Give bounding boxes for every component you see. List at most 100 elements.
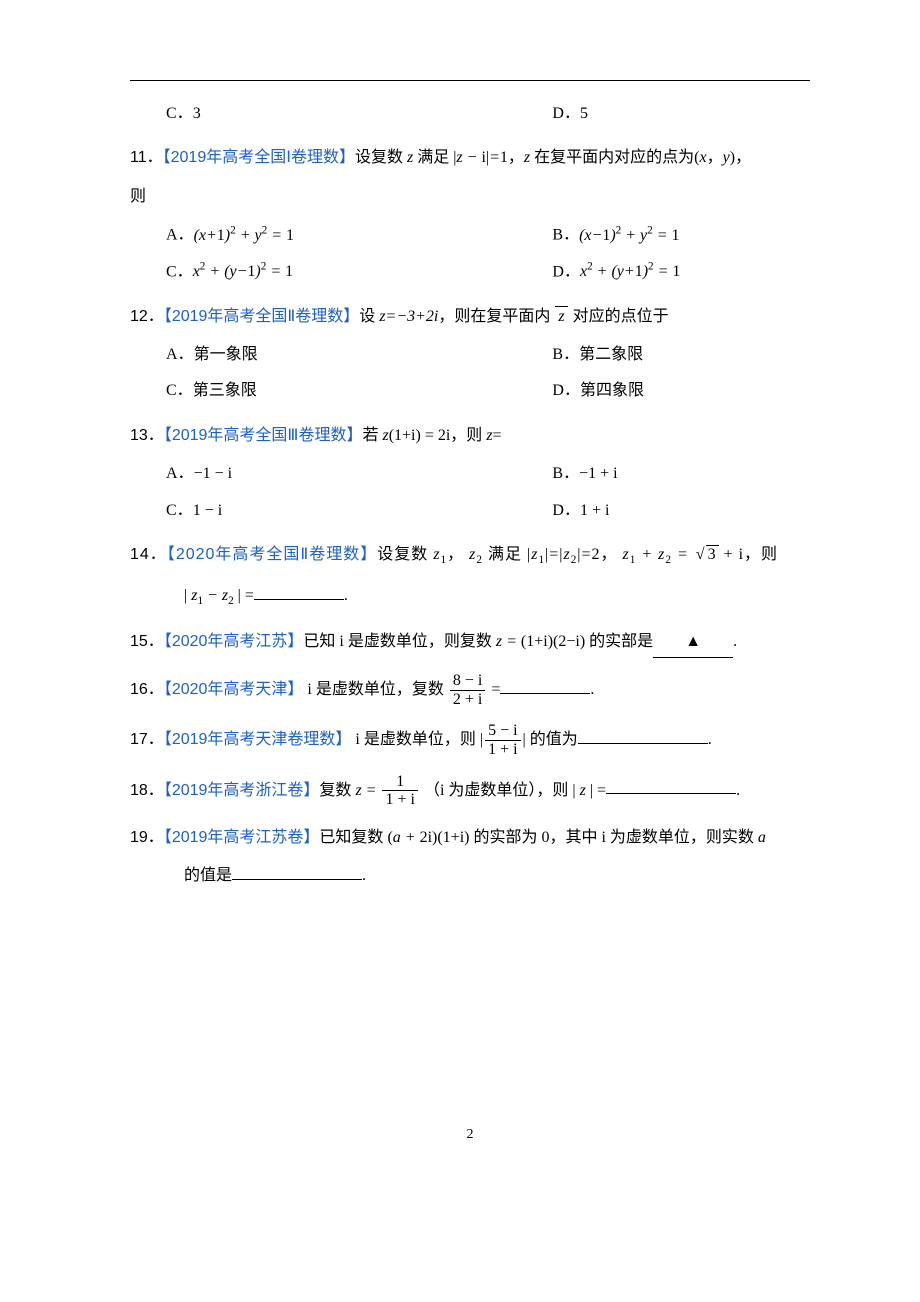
- eq-text: =: [487, 681, 500, 698]
- q12-option-d: D．第四象限: [552, 376, 810, 406]
- stem-text: 已知复数: [319, 829, 387, 846]
- q13-option-b: B．−1 + i: [552, 459, 810, 489]
- q13-options-ab: A．−1 − i B．−1 + i: [130, 459, 810, 489]
- option-label: C．: [166, 263, 193, 280]
- stem-text: ，则: [744, 546, 778, 563]
- q18: 18．【2019年高考浙江卷】复数 z = 11 + i （i 为虚数单位），则…: [130, 773, 810, 809]
- math-expr: | z1 − z2 |: [184, 587, 241, 604]
- stem-text: 的实部是: [585, 633, 653, 650]
- q11-option-d: D．x2 + (y+1)2 = 1: [552, 257, 810, 288]
- option-label: D．: [552, 502, 580, 519]
- q11-options-cd: C．x2 + (y−1)2 = 1 D．x2 + (y+1)2 = 1: [130, 257, 810, 288]
- q11-option-c: C．x2 + (y−1)2 = 1: [166, 257, 520, 288]
- source-tag: 【2020年高考全国Ⅱ卷理数】: [167, 546, 377, 563]
- stem-text: ，: [707, 149, 723, 166]
- option-text: 第四象限: [580, 382, 644, 399]
- q11-line2: 则: [130, 182, 810, 212]
- math-expr: −1 − i: [194, 465, 233, 482]
- q11-options-ab: A．(x+1)2 + y2 = 1 B．(x−1)2 + y2 = 1: [130, 220, 810, 251]
- q12-options-ab: A．第一象限 B．第二象限: [130, 340, 810, 370]
- option-label: B．: [552, 227, 579, 244]
- top-rule: [130, 80, 810, 81]
- math-frac: 5 − i1 + i: [485, 722, 520, 758]
- q10-option-d: D．5: [552, 99, 810, 129]
- abs-open: |: [480, 731, 483, 748]
- question-number: 14．: [130, 546, 167, 563]
- source-tag: 【2020年高考天津】: [164, 681, 304, 698]
- question-number: 13．: [130, 427, 164, 444]
- q15: 15．【2020年高考江苏】已知 i 是虚数单位，则复数 z = (1+i)(2…: [130, 627, 810, 658]
- stem-text: ，则: [450, 427, 486, 444]
- option-label: A．: [166, 346, 194, 363]
- source-tag: 【2019年高考全国Ⅲ卷理数】: [164, 427, 363, 444]
- q11-option-a: A．(x+1)2 + y2 = 1: [166, 220, 520, 251]
- stem-text: 的值为: [526, 731, 578, 748]
- math-expr: (x+1)2 + y2 = 1: [194, 227, 294, 244]
- stem-text: 复数: [319, 781, 355, 798]
- math-expr: (x−1)2 + y2 = 1: [579, 227, 679, 244]
- q12: 12．【2019年高考全国Ⅱ卷理数】设 z=−3+2i，则在复平面内 z 对应的…: [130, 302, 810, 332]
- option-text: 3: [193, 105, 201, 122]
- question-number: 15．: [130, 633, 164, 650]
- question-number: 11．: [130, 149, 163, 166]
- math-z2: z2: [469, 546, 483, 563]
- math-expr: |z − i|=1: [453, 149, 508, 166]
- option-label: C．: [166, 105, 193, 122]
- option-label: C．: [166, 382, 193, 399]
- q14-answer-line: | z1 − z2 | =.: [130, 581, 810, 612]
- option-label: A．: [166, 227, 194, 244]
- option-text: 第一象限: [194, 346, 258, 363]
- option-label: C．: [166, 502, 193, 519]
- option-label: A．: [166, 465, 194, 482]
- q13-option-c: C．1 − i: [166, 496, 520, 526]
- blank-triangle: ▲: [653, 627, 733, 658]
- option-label: B．: [552, 465, 579, 482]
- stem-text: 若: [362, 427, 382, 444]
- option-label: D．: [552, 263, 580, 280]
- math-a: a: [758, 829, 766, 846]
- page-number: 2: [130, 1122, 810, 1149]
- q14: 14．【2020年高考全国Ⅱ卷理数】设复数 z1， z2 满足 |z1|=|z2…: [130, 540, 810, 571]
- stem-text: )，: [730, 149, 751, 166]
- blank: [254, 599, 344, 600]
- option-label: B．: [552, 346, 579, 363]
- blank: [578, 743, 708, 744]
- stem-text: （i 为虚数单位），则: [420, 781, 572, 798]
- option-label: D．: [552, 382, 580, 399]
- eq-text: =: [593, 781, 606, 798]
- stem-text: 满足: [413, 149, 453, 166]
- q13-option-d: D．1 + i: [552, 496, 810, 526]
- stem-text: 在复平面内对应的点为(: [530, 149, 699, 166]
- question-number: 18．: [130, 781, 164, 798]
- question-number: 16．: [130, 681, 164, 698]
- stem-text: i 是虚数单位，则: [351, 731, 479, 748]
- q19: 19．【2019年高考江苏卷】已知复数 (a + 2i)(1+i) 的实部为 0…: [130, 823, 810, 853]
- option-label: D．: [552, 105, 580, 122]
- period: .: [590, 681, 594, 698]
- q13-options-cd: C．1 − i D．1 + i: [130, 496, 810, 526]
- q13-option-a: A．−1 − i: [166, 459, 520, 489]
- q10-option-c: C．3: [166, 99, 520, 129]
- blank: [606, 793, 736, 794]
- stem-text: ，: [601, 546, 618, 563]
- period: .: [362, 867, 366, 884]
- q19-line2: 的值是.: [130, 861, 810, 891]
- q12-option-c: C．第三象限: [166, 376, 520, 406]
- math-zbar: z: [554, 302, 568, 332]
- source-tag: 【2019年高考天津卷理数】: [164, 731, 352, 748]
- math-expr: z=−3+2i: [379, 308, 438, 325]
- stem-text: 设: [359, 308, 379, 325]
- math-expr: z(1+i) = 2i: [382, 427, 450, 444]
- math-expr: (a + 2i)(1+i): [387, 829, 469, 846]
- math-expr: −1 + i: [579, 465, 618, 482]
- math-expr: 1 + i: [580, 502, 609, 519]
- stem-text: 设复数: [377, 546, 433, 563]
- q16: 16．【2020年高考天津】 i 是虚数单位，复数 8 − i2 + i =.: [130, 672, 810, 708]
- stem-text: 的实部为 0，其中 i 为虚数单位，则实数: [469, 829, 757, 846]
- question-number: 17．: [130, 731, 164, 748]
- math-expr: x2 + (y−1)2 = 1: [193, 263, 293, 280]
- period: .: [344, 587, 348, 604]
- period: .: [708, 731, 712, 748]
- math-expr: 1 − i: [193, 502, 222, 519]
- eq-text: =: [241, 587, 254, 604]
